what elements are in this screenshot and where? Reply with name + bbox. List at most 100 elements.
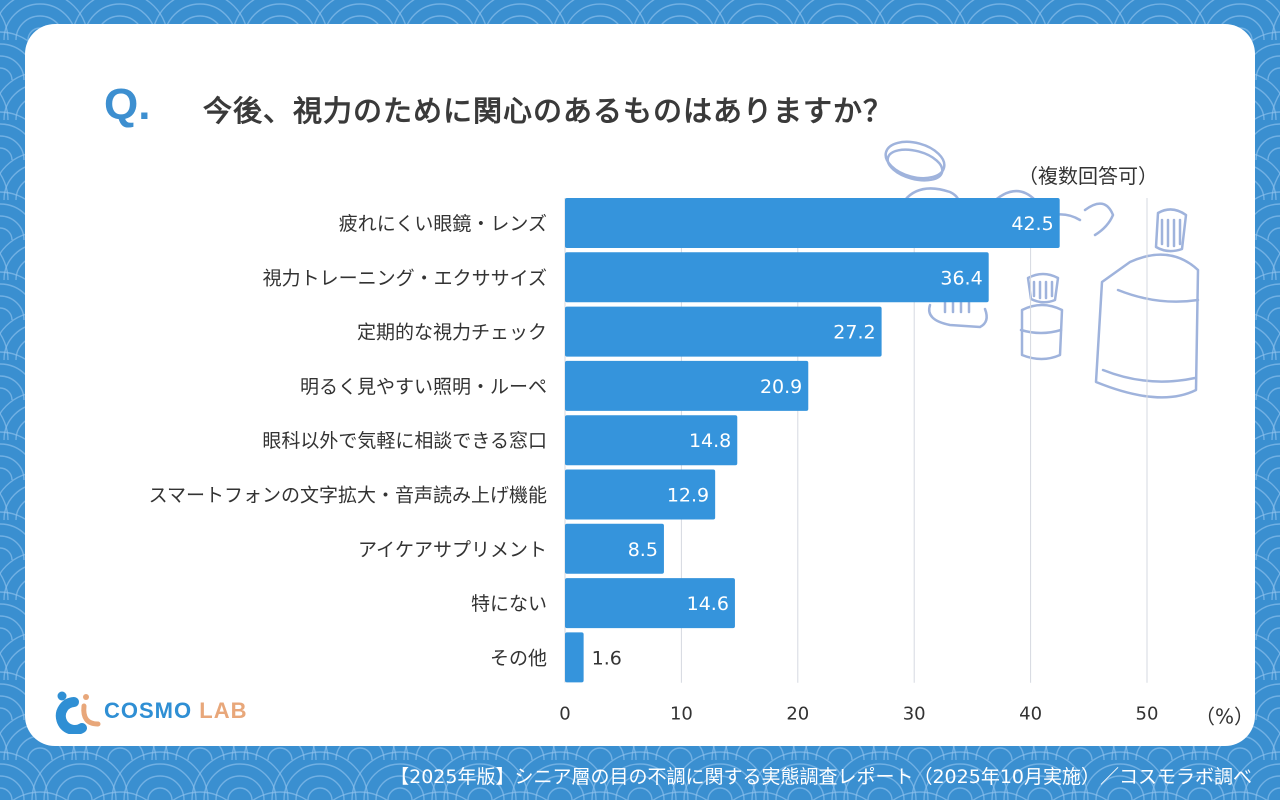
- logo-cosmo-text: COSMO: [104, 698, 193, 723]
- wave-arc: [1151, 751, 1249, 800]
- wave-arc: [0, 467, 13, 481]
- wave-arc: [111, 751, 209, 800]
- wave-arc: [107, 747, 133, 761]
- wave-arc: [172, 791, 228, 800]
- bar: [565, 469, 716, 520]
- wave-arc: [812, 791, 868, 800]
- wave-arc: [683, 763, 757, 800]
- wave-arc: [1212, 791, 1268, 800]
- bar-value-label: 42.5: [1011, 213, 1053, 235]
- wave-arc: [332, 791, 388, 800]
- wave-arc: [1255, 55, 1280, 81]
- wave-arc: [0, 763, 37, 800]
- category-label: 疲れにくい眼鏡・レンズ: [339, 213, 547, 235]
- question-title: 今後、視力のために関心のあるものはありますか？: [203, 94, 894, 128]
- wave-arc: [227, 787, 253, 800]
- wave-arc: [831, 751, 929, 800]
- wave-arc: [307, 787, 333, 800]
- wave-arc: [0, 92, 9, 121]
- wave-arc: [991, 751, 1089, 800]
- wave-arc: [551, 0, 649, 41]
- wave-arc: [843, 763, 917, 800]
- x-axis-unit-label: （%）: [1195, 705, 1254, 729]
- wave-arc: [0, 135, 25, 161]
- wave-arc: [1255, 615, 1280, 641]
- bar: [565, 198, 1060, 248]
- wave-arc: [652, 791, 708, 800]
- wave-arc: [972, 791, 1028, 800]
- wave-arc: [667, 747, 693, 761]
- wave-arc: [431, 751, 529, 800]
- wave-arc: [615, 775, 665, 800]
- wave-arc: [1271, 172, 1280, 201]
- category-label: 定期的な視力チェック: [357, 322, 547, 344]
- wave-arc: [0, 652, 9, 681]
- wave-arc: [0, 55, 25, 81]
- wave-arc: [0, 535, 25, 561]
- wave-arc: [0, 572, 9, 601]
- category-label: アイケアサプリメント: [358, 539, 547, 561]
- x-tick-label: 50: [1136, 704, 1159, 725]
- wave-arc: [1071, 751, 1169, 800]
- wave-arc: [203, 763, 277, 800]
- wave-arc: [0, 455, 25, 481]
- wave-arc: [1095, 775, 1145, 800]
- wave-arc: [871, 0, 969, 41]
- x-tick-label: 20: [786, 704, 809, 725]
- bar-value-label: 8.5: [628, 539, 658, 561]
- wave-arc: [92, 791, 148, 800]
- wave-arc: [0, 412, 9, 441]
- bar-value-label: 20.9: [760, 376, 802, 398]
- wave-arc: [0, 147, 13, 161]
- bar: [565, 632, 584, 683]
- wave-arc: [1267, 547, 1280, 561]
- wave-arc: [775, 775, 825, 800]
- large-bottle-icon: [1094, 208, 1200, 399]
- bar-value-label: 14.8: [689, 430, 731, 452]
- category-label: 特にない: [471, 593, 547, 615]
- q-letter: Q: [104, 80, 139, 129]
- wave-arc: [471, 0, 569, 41]
- wave-arc: [71, 0, 169, 41]
- x-tick-label: 30: [903, 704, 926, 725]
- cosmo-lab-logo-icon: [55, 691, 101, 734]
- wave-arc: [1227, 747, 1253, 761]
- category-label: スマートフォンの文字拡大・音声読み上げ機能: [149, 485, 547, 507]
- wave-arc: [1067, 747, 1093, 761]
- wave-arc: [375, 775, 425, 800]
- wave-arc: [1107, 787, 1133, 800]
- wave-arc: [0, 751, 49, 800]
- wave-arc: [283, 763, 357, 800]
- wave-arc: [231, 0, 329, 41]
- brush-icon: [927, 303, 988, 329]
- wave-arc: [987, 747, 1013, 761]
- wave-arc: [0, 375, 25, 401]
- wave-arc: [1267, 307, 1280, 321]
- wave-arc: [427, 747, 453, 761]
- wave-arc: [1191, 0, 1280, 41]
- wave-arc: [387, 787, 413, 800]
- wave-arc: [587, 747, 613, 761]
- wave-arc: [591, 751, 689, 800]
- wave-arc: [467, 787, 493, 800]
- wave-arc: [0, 615, 25, 641]
- wave-arc: [1267, 67, 1280, 81]
- wave-arc: [1255, 135, 1280, 161]
- wave-arc: [1271, 652, 1280, 681]
- wave-arc: [923, 763, 997, 800]
- wave-arc: [0, 332, 9, 361]
- logo-lab-text: LAB: [199, 698, 248, 723]
- wave-arc: [1147, 747, 1173, 761]
- wave-arc: [751, 751, 849, 800]
- wave-arc: [1271, 12, 1280, 41]
- wave-arc: [1083, 763, 1157, 800]
- wave-arc: [135, 775, 185, 800]
- wave-arc: [911, 751, 1009, 800]
- wave-arc: [0, 707, 13, 721]
- wave-arc: [1271, 572, 1280, 601]
- wave-arc: [1271, 92, 1280, 121]
- bar: [565, 415, 738, 466]
- wave-arc: [947, 787, 973, 800]
- wave-arc: [0, 67, 13, 81]
- wave-arc: [0, 732, 9, 761]
